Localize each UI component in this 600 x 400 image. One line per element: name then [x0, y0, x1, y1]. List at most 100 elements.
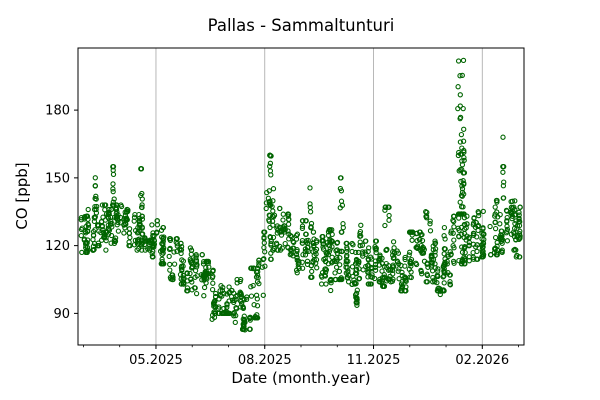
data-point: [84, 244, 91, 251]
data-point: [199, 252, 205, 258]
data-point: [435, 266, 441, 272]
data-point: [379, 268, 385, 274]
data-point: [211, 303, 217, 309]
data-point: [184, 270, 190, 276]
data-point: [241, 313, 247, 319]
data-point: [517, 204, 523, 210]
data-point: [386, 204, 392, 210]
data-point: [274, 223, 280, 229]
data-point: [188, 260, 195, 266]
data-point: [459, 166, 465, 173]
data-point: [434, 273, 440, 279]
data-point: [78, 232, 84, 239]
data-point: [343, 254, 350, 260]
data-point: [379, 261, 386, 267]
data-point: [436, 285, 442, 291]
data-point: [139, 216, 146, 222]
data-point: [106, 211, 112, 217]
data-point: [251, 302, 257, 308]
data-point: [254, 272, 261, 278]
data-point: [213, 290, 219, 297]
data-point: [450, 213, 457, 219]
data-point: [160, 224, 167, 231]
data-point: [127, 234, 133, 241]
data-point: [264, 189, 270, 196]
data-point: [270, 247, 276, 253]
data-point: [492, 225, 499, 232]
data-point: [149, 254, 156, 260]
data-point: [103, 237, 109, 244]
data-point: [455, 105, 461, 112]
data-point: [379, 255, 385, 261]
data-point: [278, 232, 285, 238]
data-point: [270, 198, 276, 204]
data-point: [406, 252, 412, 258]
data-point: [447, 279, 453, 285]
x-tick-label: 02.2026: [455, 353, 509, 368]
data-point: [252, 315, 258, 321]
data-point: [270, 213, 276, 219]
data-point: [432, 252, 438, 259]
data-point: [174, 236, 180, 242]
data-point: [487, 223, 493, 230]
data-point: [512, 198, 518, 204]
data-point: [241, 316, 248, 323]
data-point: [480, 225, 486, 231]
data-point: [241, 326, 247, 332]
data-point: [261, 244, 267, 251]
data-point: [103, 247, 109, 253]
data-point: [92, 195, 98, 202]
data-point: [479, 236, 485, 242]
data-point: [234, 276, 240, 283]
data-point: [337, 262, 343, 268]
data-point: [442, 236, 448, 242]
data-point: [221, 290, 227, 296]
data-point: [457, 92, 463, 98]
data-point: [288, 233, 295, 240]
data-point: [167, 245, 173, 252]
data-point: [382, 204, 389, 210]
data-point: [386, 217, 392, 223]
data-point: [110, 164, 116, 170]
data-point: [365, 281, 371, 287]
data-point: [299, 218, 306, 224]
data-point: [390, 262, 396, 268]
data-point: [287, 232, 294, 239]
data-point: [110, 186, 116, 192]
data-point: [339, 202, 346, 209]
data-point: [240, 305, 247, 312]
data-point: [329, 227, 335, 233]
data-point: [460, 105, 466, 112]
data-point: [180, 281, 187, 287]
data-point: [193, 252, 199, 258]
data-point: [209, 316, 215, 322]
data-point: [325, 261, 332, 267]
data-point: [160, 240, 166, 246]
data-point: [111, 240, 118, 247]
data-point: [110, 171, 117, 178]
data-point: [494, 209, 500, 215]
data-point: [356, 276, 362, 282]
data-point: [372, 261, 379, 268]
data-point: [444, 261, 450, 267]
data-point: [138, 166, 145, 172]
data-point: [479, 241, 486, 248]
data-point: [368, 265, 375, 271]
y-tick-label: 180: [45, 104, 70, 119]
y-tick-label: 120: [45, 239, 70, 254]
data-point: [365, 274, 371, 280]
data-point: [427, 221, 433, 227]
data-point: [282, 240, 288, 247]
data-point: [320, 244, 326, 250]
data-point: [461, 126, 467, 132]
x-tick-label: 05.2025: [129, 353, 183, 368]
data-point: [455, 225, 461, 231]
data-point: [159, 251, 165, 258]
data-point: [417, 237, 423, 243]
data-point: [513, 254, 519, 260]
data-point: [122, 212, 129, 219]
data-point: [396, 276, 402, 282]
data-point: [451, 260, 457, 266]
data-point: [407, 258, 414, 264]
data-point: [425, 264, 431, 270]
